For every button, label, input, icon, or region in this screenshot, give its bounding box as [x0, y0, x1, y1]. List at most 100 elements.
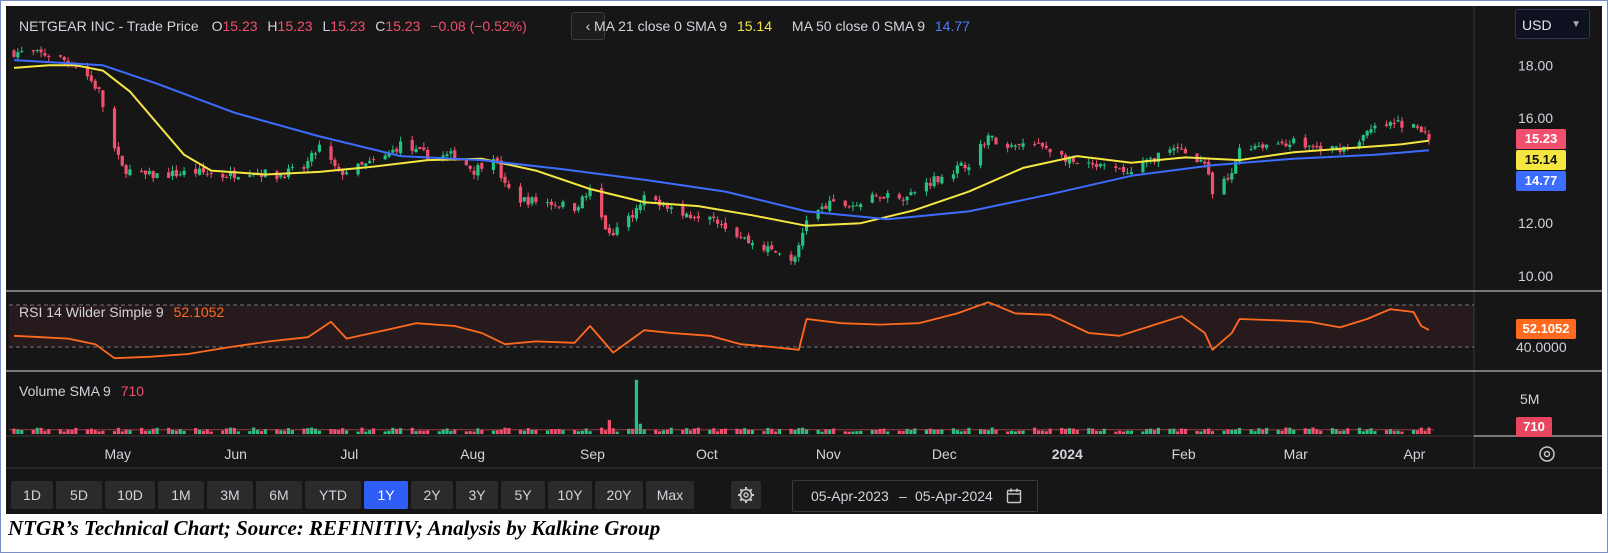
volume-bar	[1125, 430, 1130, 434]
timeframe-6m-button[interactable]: 6M	[256, 481, 302, 509]
candle-body	[97, 87, 101, 89]
timeframe-3m-button[interactable]: 3M	[207, 481, 253, 509]
volume-bar	[360, 427, 364, 434]
candle-body	[418, 147, 422, 149]
volume-bar	[1067, 428, 1072, 434]
open-value: 15.23	[222, 18, 258, 34]
volume-bar	[1307, 428, 1311, 434]
candle-body	[634, 208, 639, 219]
volume-bar	[313, 428, 318, 434]
timeframe-max-button[interactable]: Max	[646, 481, 694, 509]
candle-body	[302, 167, 306, 169]
volume-bar	[449, 430, 453, 434]
currency-value: USD	[1522, 17, 1552, 33]
timeframe-1d-button[interactable]: 1D	[11, 481, 53, 509]
currency-select[interactable]: USD ▼	[1515, 9, 1590, 39]
volume-bar	[545, 430, 550, 434]
volume-bar	[422, 430, 426, 434]
candle-body	[905, 196, 909, 201]
volume-bar	[611, 428, 615, 434]
volume-bar	[774, 431, 778, 434]
volume-bar	[147, 430, 151, 434]
candles	[12, 46, 1431, 265]
calendar-icon[interactable]	[1006, 488, 1022, 504]
volume-bar	[1222, 430, 1226, 434]
candle-body	[89, 75, 93, 82]
timeframe-10y-button[interactable]: 10Y	[548, 481, 592, 509]
candle-body	[1091, 163, 1095, 165]
candle-body	[499, 160, 503, 179]
timeframe-1y-button[interactable]: 1Y	[364, 481, 408, 509]
candle-body	[1141, 162, 1145, 173]
candle-body	[93, 80, 97, 89]
volume-bar	[600, 427, 604, 434]
date-from[interactable]: 05-Apr-2023	[811, 488, 889, 504]
candle-body	[476, 164, 480, 176]
candle-body	[1129, 171, 1133, 175]
candle-body	[797, 245, 801, 258]
high-label: H	[267, 18, 278, 34]
candle-body	[1149, 158, 1153, 160]
volume-bar	[576, 431, 581, 434]
volume-bar	[62, 431, 66, 434]
volume-bar	[252, 427, 256, 434]
candle-body	[611, 232, 615, 236]
volume-bar	[1319, 430, 1323, 434]
change-value: −0.08 (−0.52%)	[430, 18, 527, 34]
volume-bar	[468, 431, 472, 434]
timeframe-ytd-button[interactable]: YTD	[305, 481, 361, 509]
chart-canvas[interactable]: 10.00 12.00 16.00 18.00 40.0000 5M May Jun Jul Au…	[6, 6, 1602, 514]
volume-label: Volume SMA 9	[19, 383, 111, 399]
candle-body	[507, 183, 511, 188]
candle-body	[1311, 146, 1315, 148]
volume-bar	[1396, 430, 1400, 434]
settings-button[interactable]	[731, 481, 761, 509]
candle-body	[1384, 124, 1389, 126]
candle-body	[1098, 164, 1102, 167]
volume-bar	[221, 430, 225, 434]
candle-body	[743, 237, 747, 239]
candle-body	[588, 189, 592, 197]
candle-body	[422, 147, 426, 150]
timeframe-5d-button[interactable]: 5D	[56, 481, 102, 509]
candle-body	[174, 169, 178, 177]
candle-body	[85, 66, 90, 77]
candle-body	[654, 196, 658, 200]
volume-bar	[209, 431, 213, 434]
volume-bar	[341, 428, 345, 434]
collapse-legend-button[interactable]: ‹	[571, 12, 605, 40]
candle-body	[940, 176, 944, 184]
candle-body	[1114, 166, 1118, 168]
date-range-picker[interactable]: 05-Apr-2023 – 05-Apr-2024	[792, 480, 1038, 512]
volume-bar	[905, 428, 909, 434]
volume-bar	[317, 430, 322, 434]
timeframe-10d-button[interactable]: 10D	[105, 481, 155, 509]
volume-bar	[1384, 430, 1389, 434]
candle-body	[777, 253, 782, 255]
volume-bar	[1033, 427, 1037, 434]
candle-body	[855, 205, 859, 207]
volume-bar	[74, 427, 78, 434]
timeframe-3y-button[interactable]: 3Y	[456, 481, 498, 509]
candle-body	[986, 135, 990, 146]
volume-bar	[1338, 431, 1342, 434]
figure-caption: NTGR’s Technical Chart; Source: REFINITI…	[8, 516, 661, 540]
volume-bar	[399, 428, 403, 434]
timeframe-20y-button[interactable]: 20Y	[595, 481, 643, 509]
date-to[interactable]: 05-Apr-2024	[915, 488, 993, 504]
candle-body	[1199, 159, 1203, 162]
volume-bar	[801, 427, 805, 434]
volume-bar	[712, 428, 716, 434]
candle-body	[766, 246, 770, 253]
volume-bar	[1265, 427, 1269, 434]
volume-bar	[1330, 428, 1334, 434]
candle-body	[665, 204, 669, 209]
volume-bar	[97, 431, 101, 434]
timeframe-1m-button[interactable]: 1M	[158, 481, 204, 509]
candle-body	[1257, 145, 1261, 147]
timeframe-5y-button[interactable]: 5Y	[501, 481, 545, 509]
candle-body	[112, 108, 117, 149]
timeframe-2y-button[interactable]: 2Y	[411, 481, 453, 509]
volume-bar	[437, 431, 441, 434]
volume-bar	[128, 430, 132, 434]
